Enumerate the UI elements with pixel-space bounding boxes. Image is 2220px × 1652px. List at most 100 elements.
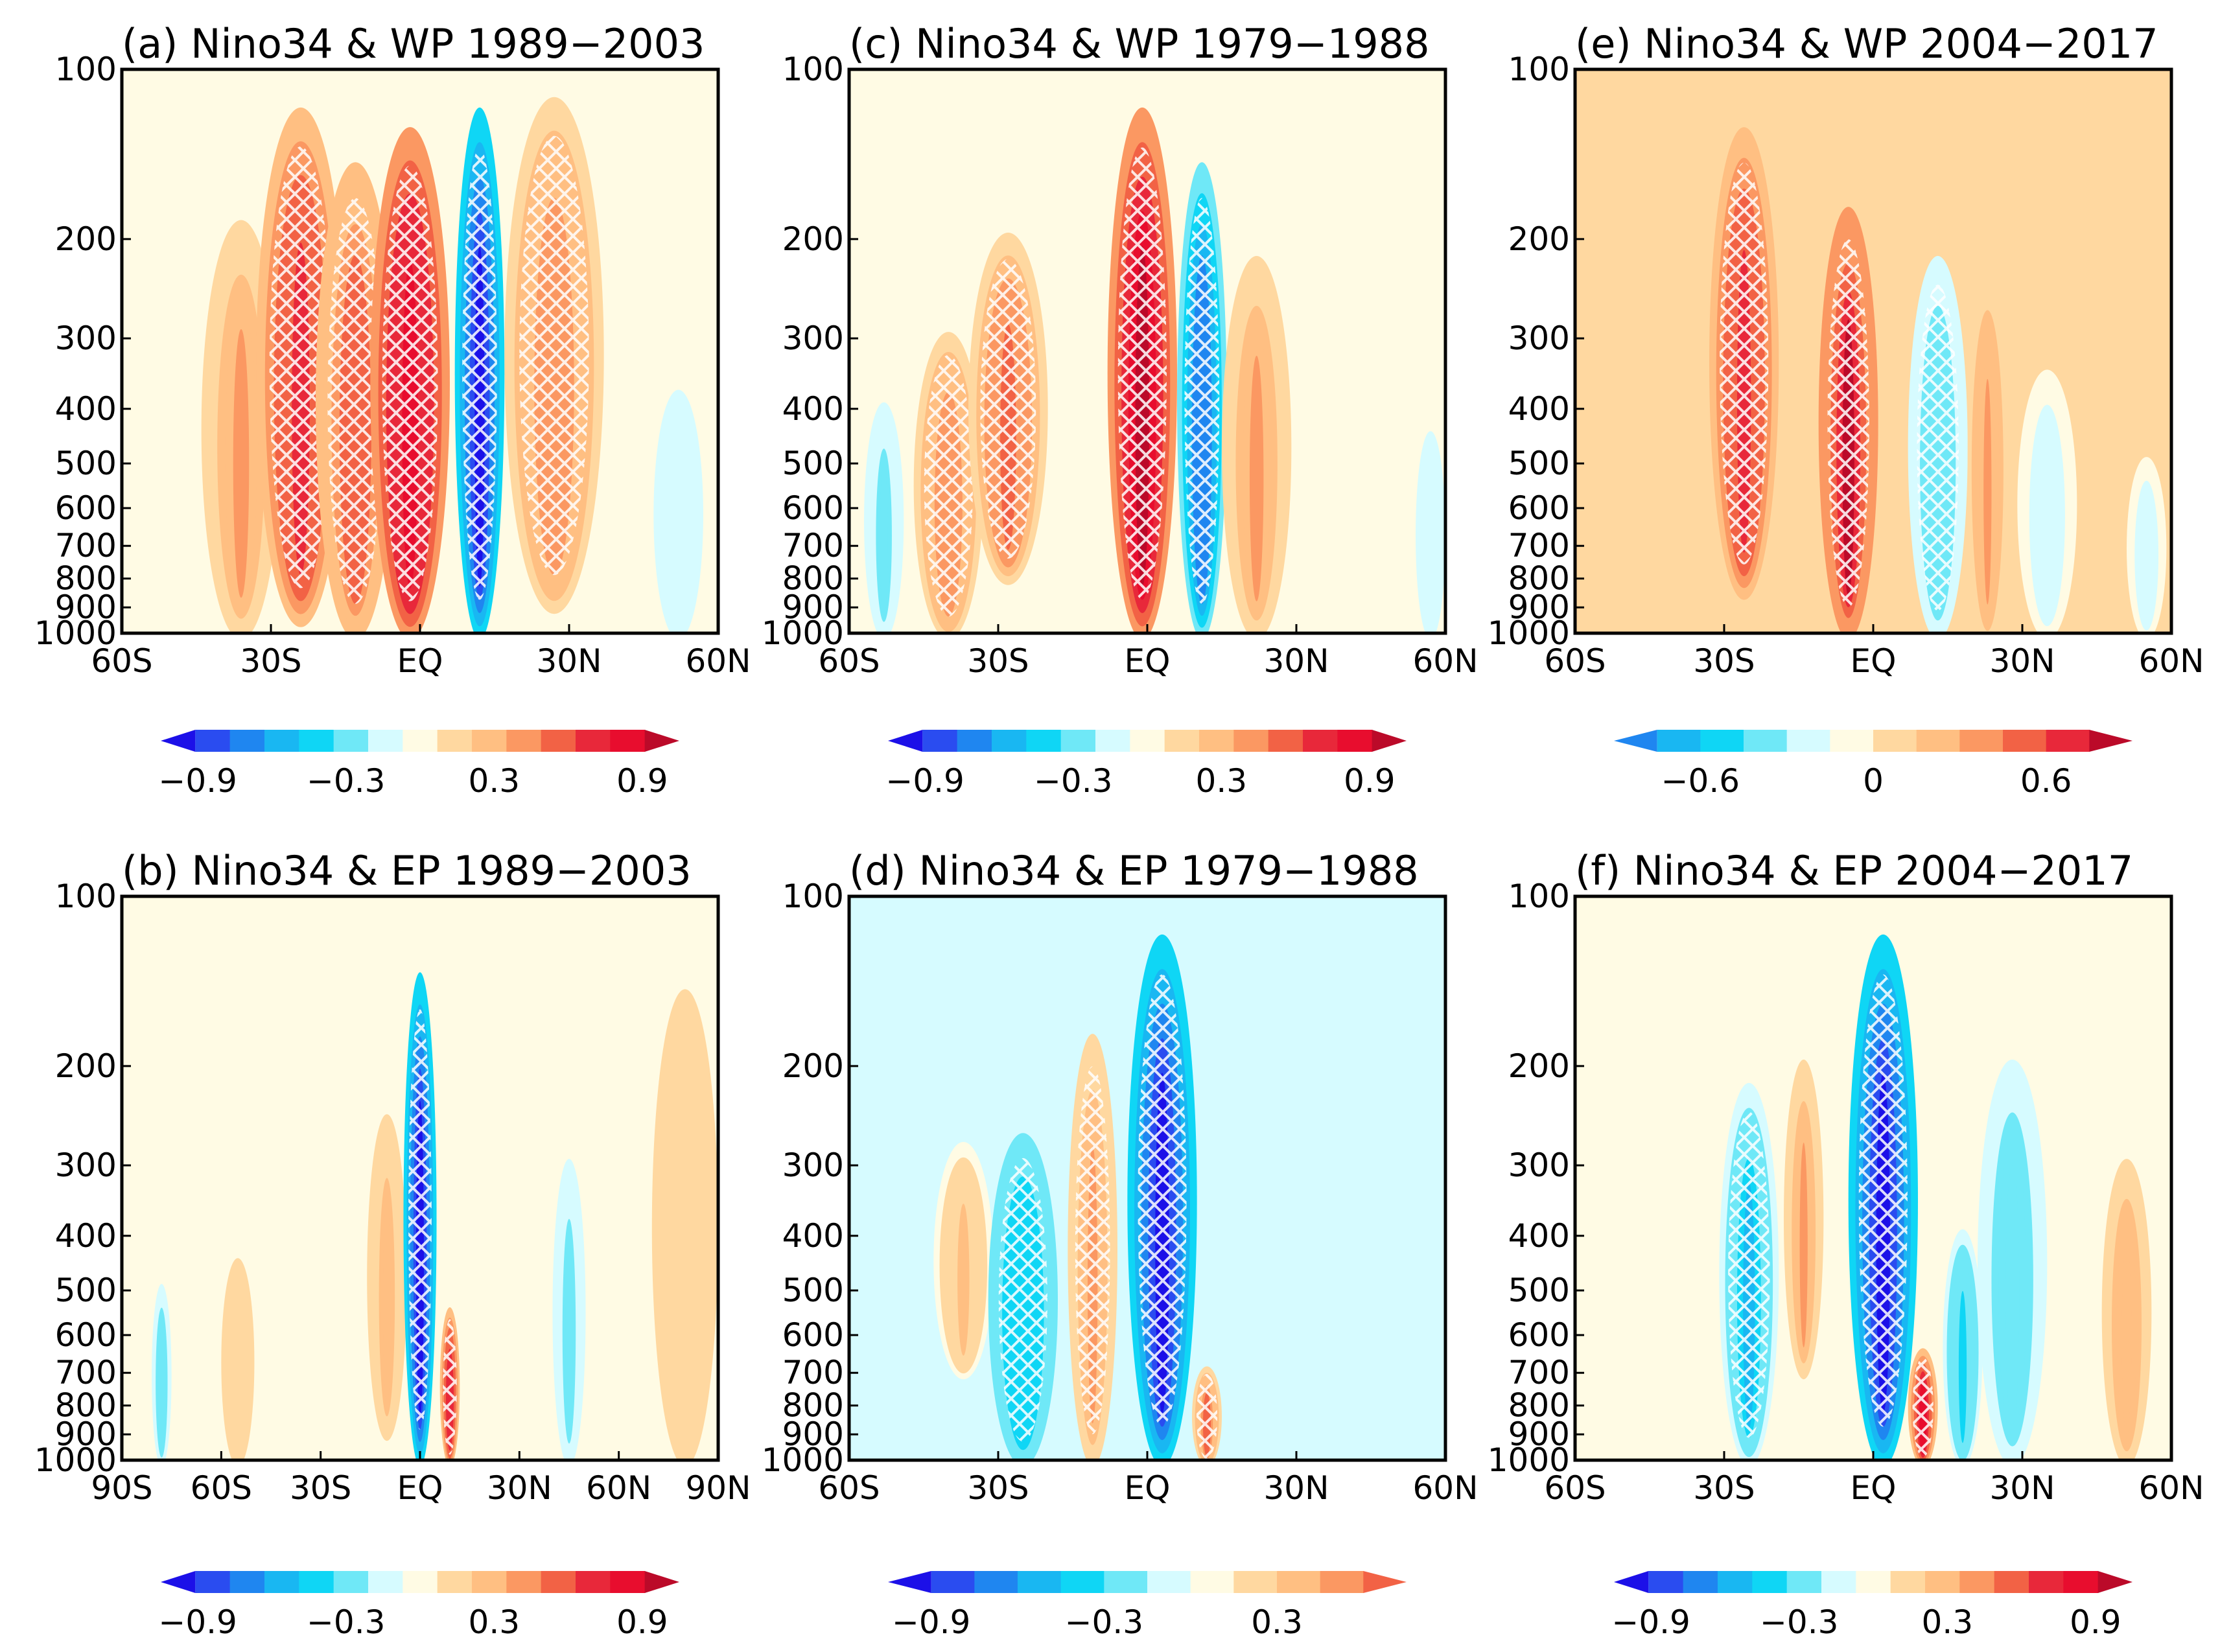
significance-hatch bbox=[1196, 1373, 1218, 1460]
y-tick-label: 400 bbox=[55, 390, 117, 428]
contour-level bbox=[158, 1331, 166, 1448]
colorbar-label: 0.3 bbox=[1922, 1603, 1974, 1641]
y-tick-label: 900 bbox=[782, 588, 844, 626]
colorbar-swatch bbox=[1190, 1571, 1234, 1593]
y-tick-label: 900 bbox=[1508, 588, 1570, 626]
y-tick-label: 700 bbox=[1508, 1354, 1570, 1391]
y-tick-label: 400 bbox=[782, 1217, 844, 1255]
colorbar-arrow-high bbox=[1372, 730, 1407, 752]
colorbar: −0.9 −0.3 0.3 0.9 bbox=[158, 730, 679, 800]
colorbar-arrow-high bbox=[2089, 730, 2132, 752]
y-tick-label: 900 bbox=[782, 1415, 844, 1453]
colorbar: −0.9 −0.3 0.3 bbox=[888, 1571, 1407, 1641]
y-tick-label: 300 bbox=[1508, 320, 1570, 357]
contour-feature bbox=[552, 1159, 586, 1460]
y-tick-label: 500 bbox=[55, 445, 117, 482]
colorbar-swatch bbox=[1718, 1571, 1753, 1593]
contour-level bbox=[2005, 1165, 2020, 1426]
colorbar-swatch bbox=[1786, 1571, 1822, 1593]
y-tick-label: 100 bbox=[782, 878, 844, 915]
colorbar-arrow-low bbox=[1614, 730, 1657, 752]
colorbar-swatch bbox=[1233, 1571, 1278, 1593]
significance-hatch bbox=[327, 198, 384, 604]
colorbar-swatch bbox=[1147, 1571, 1191, 1593]
x-tick-label: 60N bbox=[1412, 642, 1478, 680]
significance-hatch bbox=[1827, 239, 1869, 607]
colorbar-swatch bbox=[1320, 1571, 1364, 1593]
colorbar-label: 0.9 bbox=[2070, 1603, 2121, 1641]
significance-hatch bbox=[1917, 285, 1959, 611]
colorbar-swatch bbox=[437, 1571, 473, 1593]
colorbar-label: −0.9 bbox=[885, 762, 964, 800]
contour-feature bbox=[1107, 108, 1177, 633]
contour-feature bbox=[1784, 1059, 1824, 1380]
colorbar-swatch bbox=[1199, 730, 1234, 752]
significance-hatch bbox=[382, 165, 438, 601]
colorbar-arrow-high bbox=[644, 1571, 679, 1593]
y-tick-label: 100 bbox=[55, 51, 117, 88]
x-tick-label: 60S bbox=[818, 1469, 880, 1507]
colorbar-swatch bbox=[541, 730, 576, 752]
colorbar-label: 0.3 bbox=[469, 1603, 520, 1641]
colorbar-swatch bbox=[1752, 1571, 1788, 1593]
colorbar-swatch bbox=[472, 1571, 507, 1593]
y-tick-label: 500 bbox=[1508, 445, 1570, 482]
y-tick-label: 800 bbox=[55, 1387, 117, 1425]
y-tick-label: 100 bbox=[782, 51, 844, 88]
colorbar-label: −0.9 bbox=[158, 1603, 237, 1641]
colorbar-swatch bbox=[610, 730, 646, 752]
y-tick-label: 900 bbox=[1508, 1415, 1570, 1453]
colorbar-swatch bbox=[1683, 1571, 1718, 1593]
x-tick-label: 60S bbox=[91, 642, 152, 680]
panel-title: (a) Nino34 & WP 1989−2003 bbox=[122, 20, 705, 67]
y-tick-label: 800 bbox=[782, 1387, 844, 1425]
colorbar-swatch bbox=[974, 1571, 1018, 1593]
y-tick-label: 700 bbox=[782, 527, 844, 564]
y-tick-label: 1000 bbox=[762, 1441, 844, 1479]
colorbar-swatch bbox=[229, 1571, 265, 1593]
colorbar-swatch bbox=[1303, 730, 1338, 752]
colorbar-arrow-low bbox=[161, 1571, 196, 1593]
colorbar-swatch bbox=[229, 730, 265, 752]
x-tick-label: 60N bbox=[2138, 1469, 2204, 1507]
colorbar-swatch bbox=[1873, 730, 1917, 752]
colorbar-swatch bbox=[1164, 730, 1200, 752]
contour-feature bbox=[221, 1258, 255, 1460]
colorbar-swatch bbox=[1268, 730, 1303, 752]
y-tick-label: 1000 bbox=[34, 614, 117, 652]
colorbar-label: −0.6 bbox=[1661, 762, 1740, 800]
significance-hatch bbox=[980, 259, 1036, 559]
colorbar-swatch bbox=[2063, 1571, 2099, 1593]
colorbar-label: 0.9 bbox=[1344, 762, 1396, 800]
colorbar-swatch bbox=[1856, 1571, 1891, 1593]
colorbar-swatch bbox=[1026, 730, 1062, 752]
y-tick-label: 200 bbox=[1508, 1047, 1570, 1085]
y-tick-label: 600 bbox=[55, 1316, 117, 1354]
significance-hatch bbox=[998, 1158, 1047, 1442]
colorbar-swatch bbox=[992, 730, 1027, 752]
colorbar-swatch bbox=[1786, 730, 1830, 752]
y-tick-label: 1000 bbox=[762, 614, 844, 652]
colorbar-swatch bbox=[541, 1571, 576, 1593]
colorbar-swatch bbox=[368, 1571, 403, 1593]
colorbar-swatch bbox=[472, 730, 507, 752]
y-tick-label: 200 bbox=[55, 220, 117, 258]
contour-feature bbox=[504, 97, 604, 614]
colorbar-swatch bbox=[299, 730, 334, 752]
y-tick-label: 600 bbox=[1508, 489, 1570, 527]
x-tick-label: 30S bbox=[240, 642, 301, 680]
colorbar-swatch bbox=[2003, 730, 2047, 752]
y-tick-label: 600 bbox=[782, 489, 844, 527]
colorbar-swatch bbox=[1018, 1571, 1062, 1593]
y-tick-label: 900 bbox=[55, 588, 117, 626]
colorbar-swatch bbox=[576, 1571, 611, 1593]
colorbar-swatch bbox=[1890, 1571, 1926, 1593]
colorbar: −0.6 0 0.6 bbox=[1614, 730, 2132, 800]
y-tick-label: 1000 bbox=[1488, 614, 1570, 652]
y-tick-label: 700 bbox=[55, 527, 117, 564]
